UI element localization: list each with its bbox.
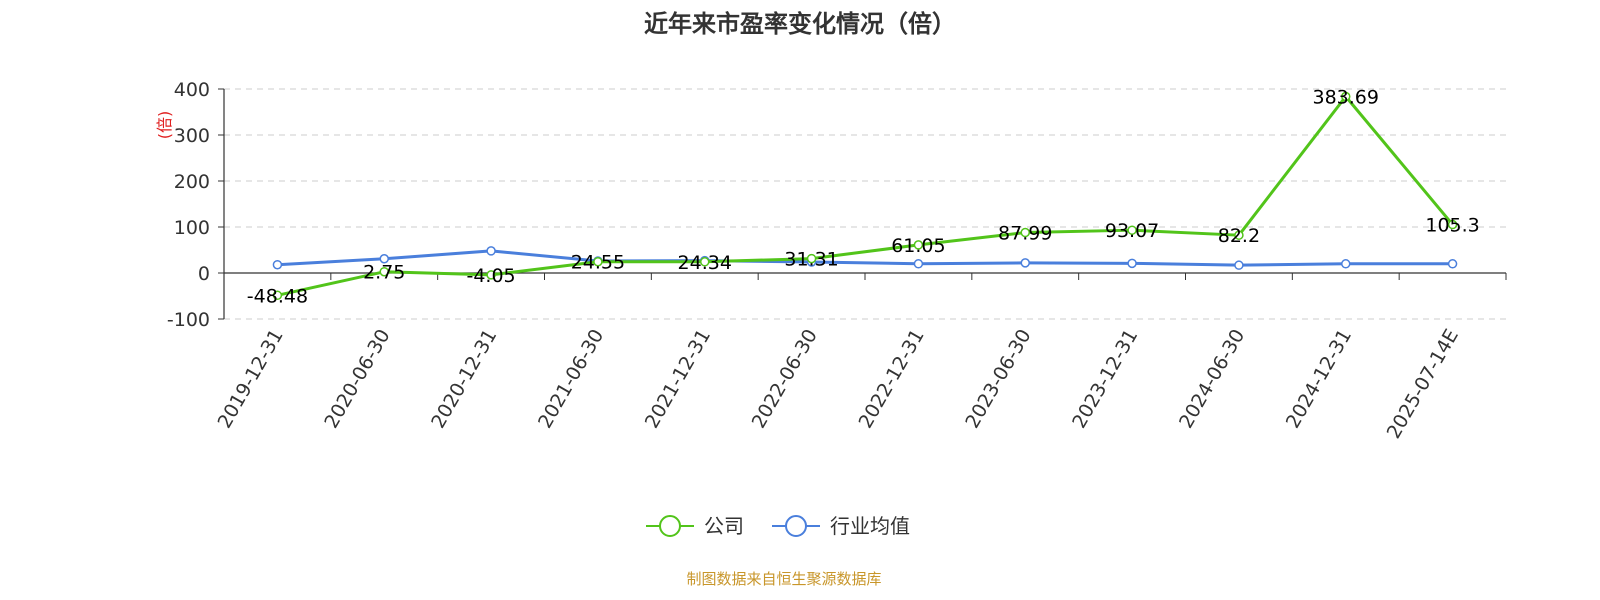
legend[interactable]: 公司 行业均值 bbox=[646, 514, 910, 538]
data-label: 31.31 bbox=[784, 249, 838, 271]
data-label: 61.05 bbox=[891, 235, 945, 257]
series-line-1 bbox=[277, 249, 1453, 267]
x-tick-label: 2022-12-31 bbox=[854, 326, 928, 433]
grid-lines bbox=[224, 88, 1506, 320]
data-point-0[interactable] bbox=[1020, 227, 1030, 238]
data-point-0[interactable] bbox=[486, 270, 496, 280]
data-point-1[interactable] bbox=[1447, 259, 1458, 269]
data-point-1[interactable] bbox=[1127, 258, 1137, 269]
x-tick-label: 2020-06-30 bbox=[320, 326, 394, 433]
data-point-0[interactable] bbox=[1127, 225, 1137, 235]
legend-marker-icon bbox=[785, 515, 807, 537]
y-tick-label: -100 bbox=[167, 309, 210, 331]
data-point-0[interactable] bbox=[700, 257, 710, 267]
y-axis-unit-label: (倍) bbox=[155, 111, 174, 140]
chart-title: 近年来市盈率变化情况（倍） bbox=[644, 10, 956, 38]
x-tick-label: 2023-06-30 bbox=[961, 326, 1035, 433]
data-label: 105.3 bbox=[1425, 215, 1479, 237]
x-tick-label: 2019-12-31 bbox=[213, 326, 287, 433]
data-label: -4.05 bbox=[466, 265, 515, 287]
data-label: -48.48 bbox=[247, 285, 308, 307]
legend-label: 行业均值 bbox=[830, 514, 910, 538]
data-point-1[interactable] bbox=[1234, 260, 1244, 270]
data-point-0[interactable] bbox=[913, 240, 924, 250]
y-tick-label: 200 bbox=[174, 171, 210, 193]
data-point-1[interactable] bbox=[1020, 258, 1030, 268]
legend-marker-icon bbox=[659, 515, 681, 537]
data-point-1[interactable] bbox=[486, 246, 496, 256]
x-tick-label: 2024-06-30 bbox=[1175, 326, 1249, 433]
x-tick-label: 2025-07-14E bbox=[1383, 326, 1463, 443]
data-label: 24.55 bbox=[571, 252, 625, 274]
legend-item-1[interactable]: 行业均值 bbox=[772, 514, 910, 538]
data-point-0[interactable] bbox=[1234, 230, 1244, 240]
x-tick-label: 2021-12-31 bbox=[641, 326, 715, 433]
series-lines bbox=[272, 91, 1458, 301]
data-point-0[interactable] bbox=[379, 266, 389, 277]
data-point-0[interactable] bbox=[806, 253, 817, 264]
y-tick-label: 300 bbox=[174, 125, 210, 147]
x-tick-label: 2024-12-31 bbox=[1282, 326, 1356, 433]
x-tick-label: 2022-06-30 bbox=[748, 326, 822, 433]
series-line-0 bbox=[277, 95, 1454, 297]
x-tick-label: 2020-12-31 bbox=[427, 326, 501, 433]
source-note: 制图数据来自恒生聚源数据库 bbox=[686, 570, 881, 588]
data-point-1[interactable] bbox=[1341, 259, 1351, 269]
legend-label: 公司 bbox=[704, 514, 744, 538]
data-label: 2.75 bbox=[363, 262, 405, 284]
y-tick-label: 100 bbox=[174, 217, 210, 239]
data-point-0[interactable] bbox=[1447, 219, 1458, 230]
data-label: 383.69 bbox=[1313, 87, 1379, 109]
data-label: 82.2 bbox=[1218, 225, 1260, 247]
data-point-1[interactable] bbox=[272, 259, 283, 270]
data-label: 93.07 bbox=[1105, 220, 1159, 242]
data-point-0[interactable] bbox=[1341, 91, 1351, 102]
x-tick-label: 2023-12-31 bbox=[1068, 326, 1142, 433]
y-tick-label: 400 bbox=[174, 79, 210, 101]
data-point-1[interactable] bbox=[913, 259, 924, 269]
data-labels: -48.48 2.75 -4.05 24.55 24.34 31.31 61.05 87.99… bbox=[247, 87, 1480, 308]
x-tick-label: 2021-06-30 bbox=[534, 326, 608, 433]
data-label: 87.99 bbox=[998, 223, 1052, 245]
data-point-0[interactable] bbox=[593, 256, 603, 267]
data-point-0[interactable] bbox=[272, 290, 283, 301]
legend-item-0[interactable]: 公司 bbox=[646, 514, 744, 538]
data-point-1[interactable] bbox=[379, 253, 389, 264]
y-tick-label: 0 bbox=[198, 263, 210, 285]
data-label: 24.34 bbox=[678, 252, 732, 274]
